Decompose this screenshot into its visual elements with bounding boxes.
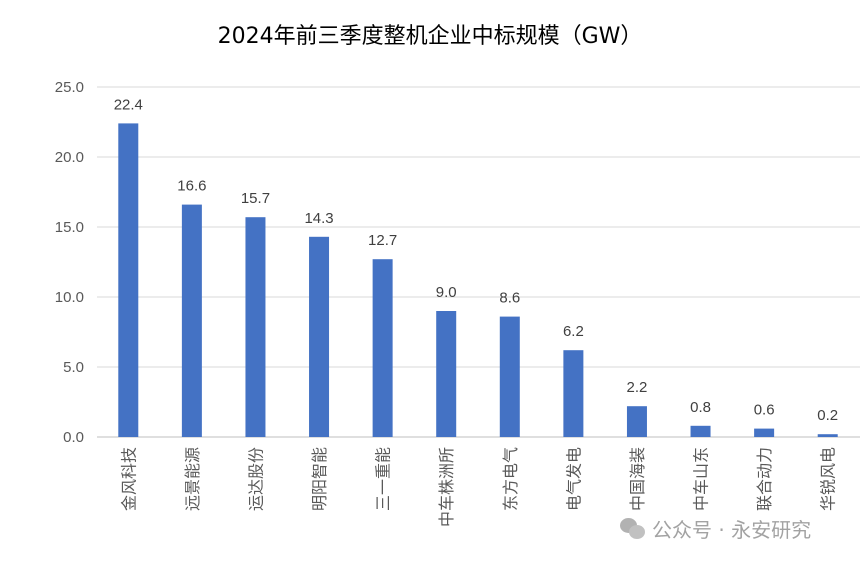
wechat-icon	[620, 517, 646, 540]
y-tick-label: 25.0	[55, 79, 84, 96]
data-label: 0.2	[817, 407, 838, 424]
bar	[626, 406, 647, 437]
data-label: 0.8	[690, 399, 711, 416]
data-label: 6.2	[563, 323, 584, 340]
data-label: 0.6	[754, 402, 775, 419]
y-tick-label: 15.0	[55, 219, 84, 236]
x-category-label: 中国海装	[628, 447, 647, 511]
x-category-label: 远景能源	[183, 447, 202, 511]
data-label: 22.4	[114, 96, 143, 113]
x-category-label: 运达股份	[246, 447, 265, 511]
bar	[436, 311, 457, 437]
y-tick-label: 5.0	[63, 359, 84, 376]
bar	[690, 425, 711, 437]
watermark-text: 公众号 · 永安研究	[652, 518, 812, 542]
chart-title: 2024年前三季度整机企业中标规模（GW）	[217, 24, 643, 49]
x-category-label: 三一重能	[374, 447, 393, 511]
x-category-label: 联合动力	[755, 447, 774, 511]
x-category-label: 电气发电	[564, 447, 583, 511]
data-label: 15.7	[241, 190, 270, 207]
bar	[181, 204, 202, 437]
y-tick-label: 0.0	[63, 429, 84, 446]
bar	[372, 259, 393, 437]
y-tick-label: 20.0	[55, 149, 84, 166]
data-label: 9.0	[436, 284, 457, 301]
watermark: 公众号 · 永安研究	[620, 514, 811, 543]
bar	[245, 217, 266, 437]
bar	[499, 316, 520, 437]
data-label: 16.6	[177, 178, 206, 195]
bar	[754, 428, 775, 437]
data-label: 12.7	[368, 232, 397, 249]
x-category-label: 金风科技	[119, 447, 138, 511]
x-category-label: 中车山东	[692, 447, 711, 511]
data-label: 2.2	[627, 379, 648, 396]
x-category-label: 华锐风电	[819, 447, 838, 511]
x-category-label: 东方电气	[501, 447, 520, 511]
data-label: 8.6	[499, 290, 520, 307]
bar	[817, 434, 838, 437]
x-category-label: 明阳智能	[310, 447, 329, 511]
bar	[309, 236, 330, 437]
bar	[118, 123, 139, 438]
y-tick-label: 10.0	[55, 289, 84, 306]
x-category-label: 中车株洲所	[437, 447, 456, 527]
bar	[563, 350, 584, 437]
data-label: 14.3	[304, 210, 333, 227]
